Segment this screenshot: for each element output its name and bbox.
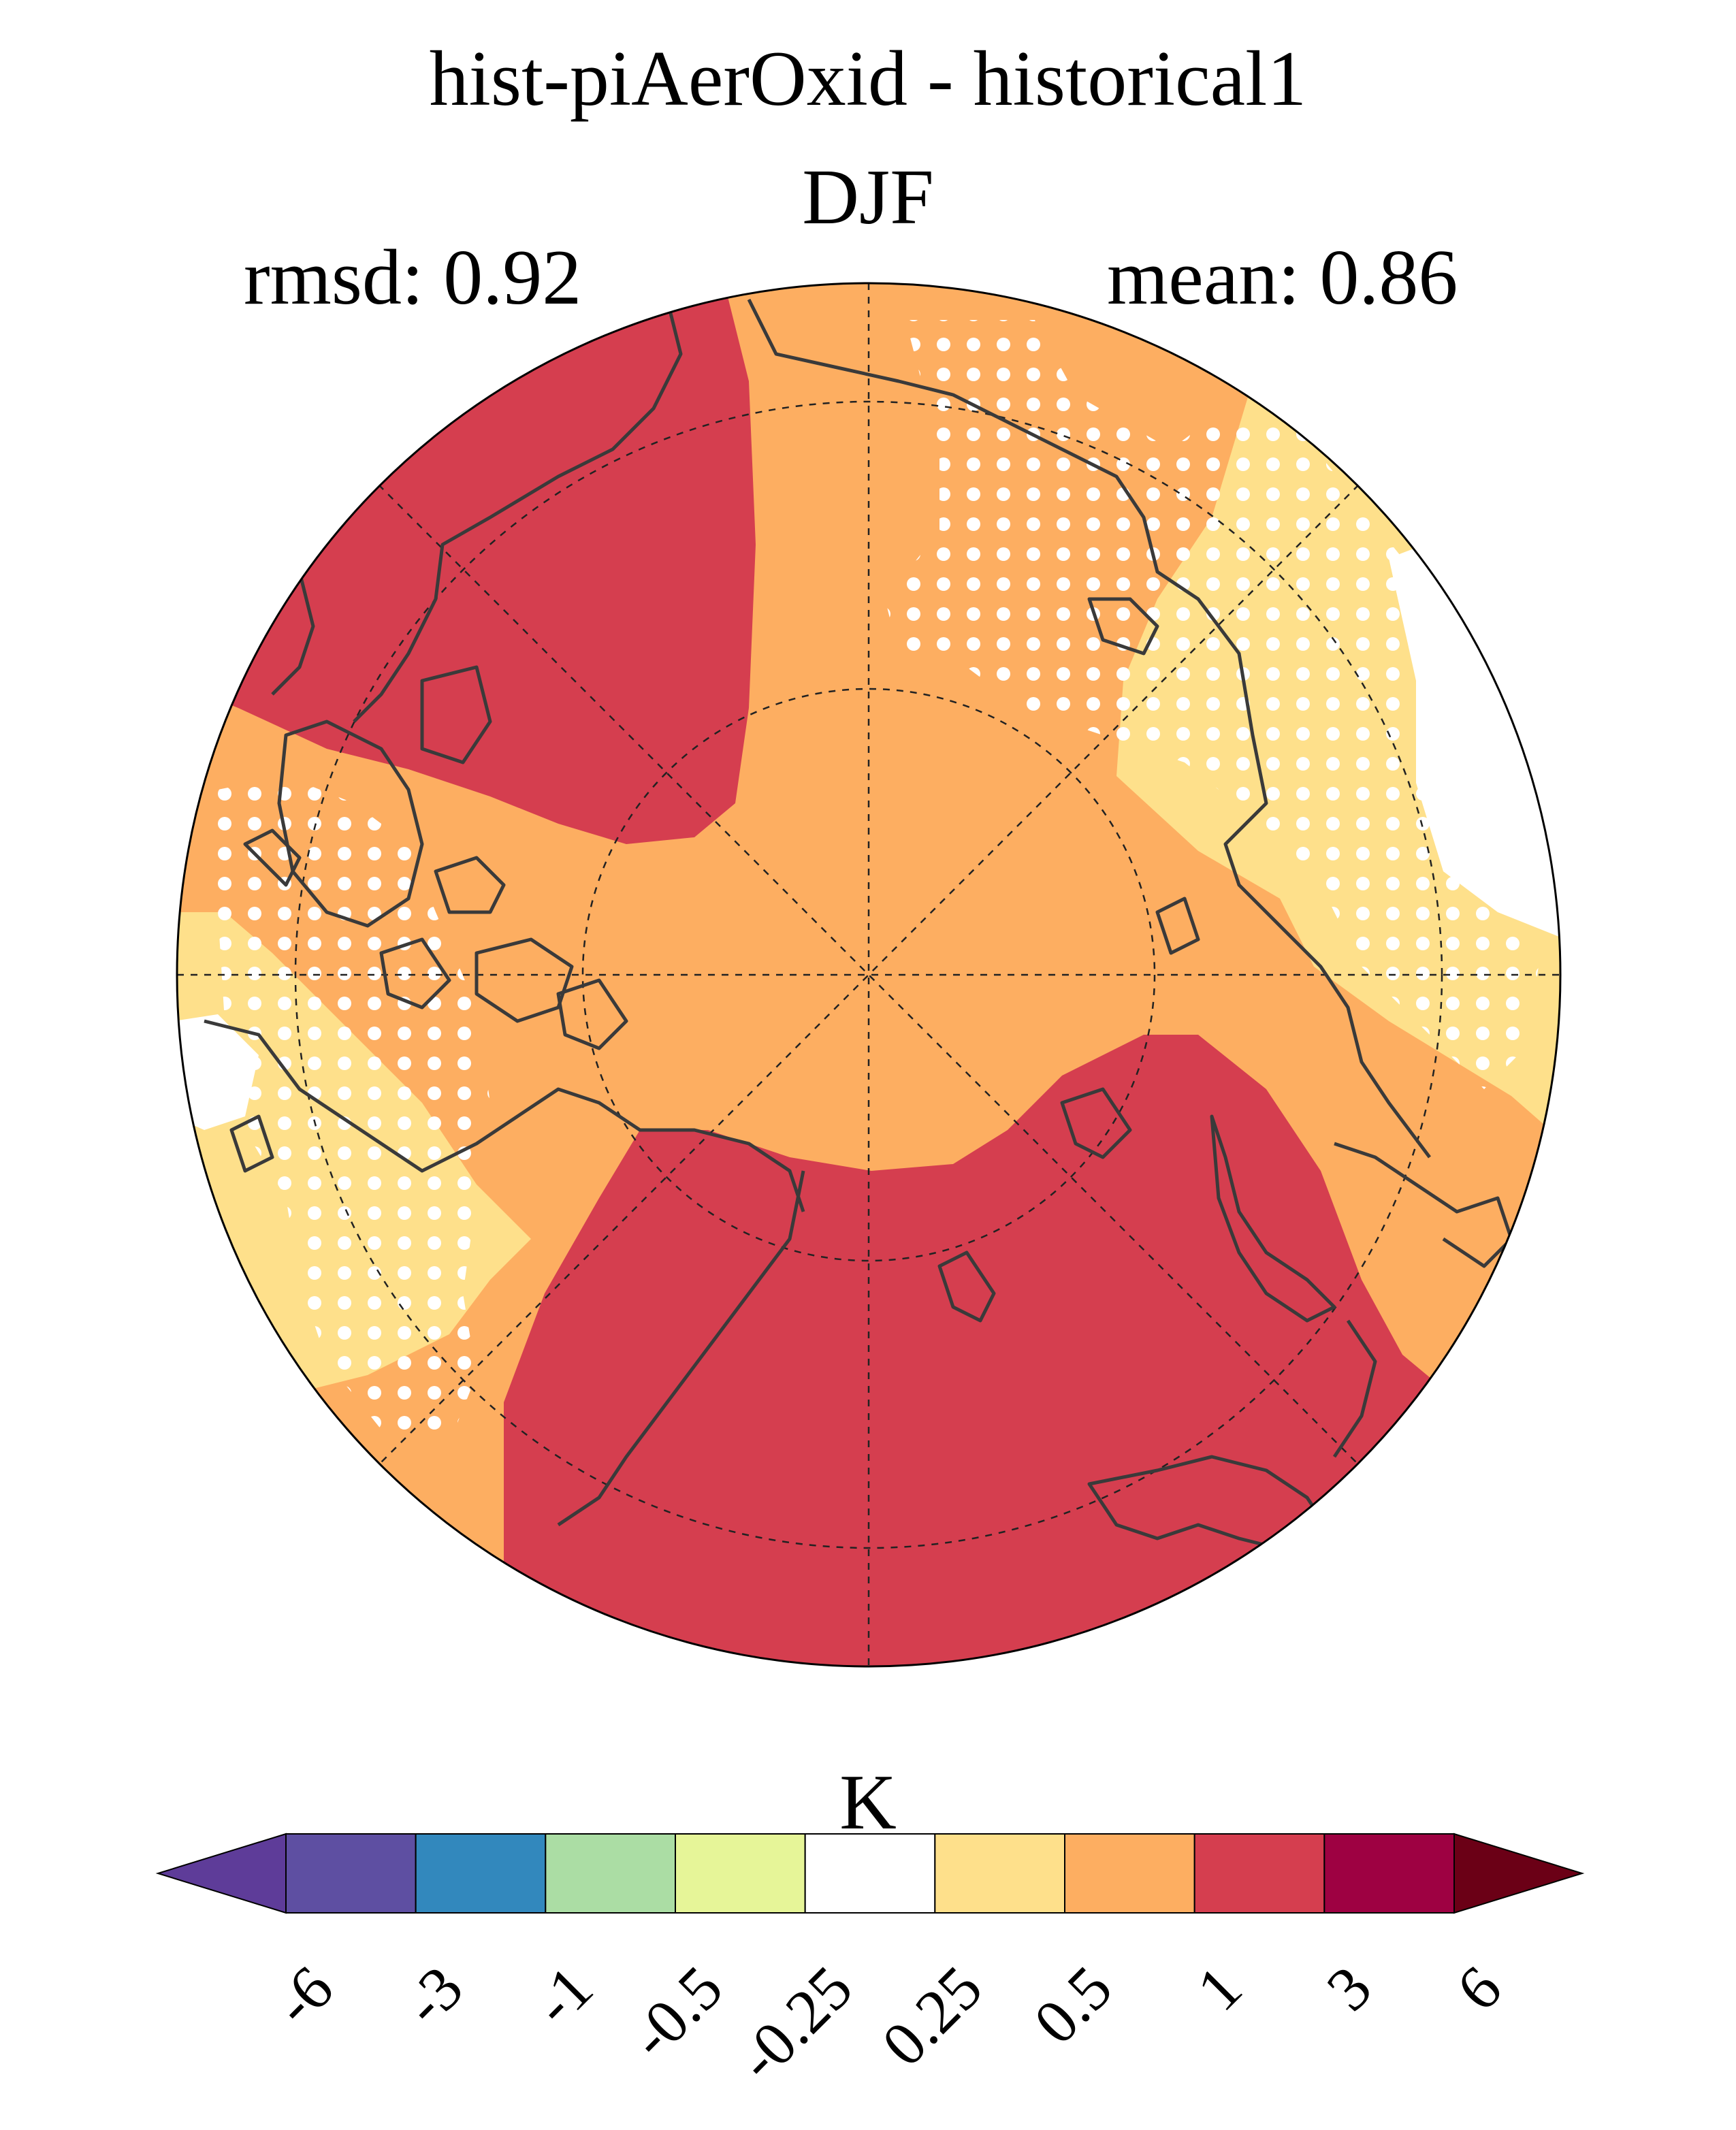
stipple-left — [218, 776, 490, 1443]
colorbar-bin — [415, 1833, 547, 1914]
colorbar-bin — [804, 1833, 936, 1914]
map-title: hist-piAerOxid - historical1 — [429, 35, 1307, 123]
colorbar-bin — [1064, 1833, 1195, 1914]
colorbar-tick-label: 6 — [1443, 1952, 1515, 2024]
colorbar-extend-high — [1453, 1833, 1585, 1914]
map-fill — [177, 283, 1560, 1666]
coastlines — [204, 298, 1513, 1554]
region-red-bottom — [504, 1035, 1498, 1666]
mean-label: mean: 0.86 — [1107, 234, 1458, 321]
colorbar-tick-label: -0.5 — [616, 1952, 735, 2071]
colorbar-bin — [934, 1833, 1066, 1914]
colorbar-bin — [285, 1833, 417, 1914]
stipple-upper-right — [885, 320, 1539, 1089]
colorbar-bin — [1323, 1833, 1456, 1914]
map-boundary — [176, 282, 1562, 1668]
graticule — [177, 283, 1560, 1666]
colorbar-units: K — [839, 1759, 897, 1846]
colorbar-tick-label: 0.25 — [869, 1952, 995, 2079]
colorbar-tick-label: -3 — [390, 1952, 476, 2038]
colorbar-extend-low — [155, 1833, 287, 1914]
colorbar-bin — [675, 1833, 806, 1914]
colorbar-bin — [545, 1833, 676, 1914]
rmsd-label: rmsd: 0.92 — [244, 234, 582, 321]
colorbar-tick-label: -6 — [260, 1952, 346, 2038]
colorbar-tick-label: -1 — [520, 1952, 606, 2038]
season-label: DJF — [802, 154, 934, 241]
colorbar-bin — [1193, 1833, 1325, 1914]
colorbar-tick-label: -0.25 — [724, 1952, 866, 2094]
colorbar-tick-label: 3 — [1313, 1952, 1385, 2024]
colorbar: -6 -3 -1 -0.5-0.25 0.25 0.5 1 3 6 — [155, 1833, 1585, 2094]
colorbar-tick-label: 1 — [1184, 1952, 1255, 2024]
colorbar-tick-label: 0.5 — [1020, 1952, 1125, 2056]
